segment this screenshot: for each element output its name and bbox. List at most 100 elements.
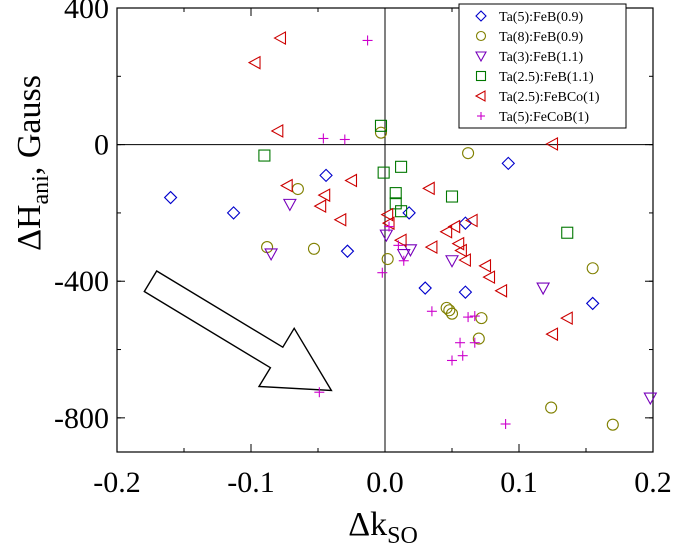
point-circle xyxy=(443,304,456,317)
point-square xyxy=(395,205,408,218)
point-triangle-left xyxy=(317,188,331,203)
point-plus xyxy=(463,312,474,323)
point-diamond xyxy=(402,206,416,220)
point-plus xyxy=(318,133,329,144)
point-diamond xyxy=(340,244,355,258)
x-axis-title: ΔkSO xyxy=(348,506,418,549)
legend-marker xyxy=(474,90,486,102)
point-plus xyxy=(455,337,466,348)
point-triangle-left xyxy=(422,181,435,196)
point-diamond xyxy=(585,296,600,311)
point-square xyxy=(374,119,388,132)
series-6 xyxy=(314,35,511,429)
legend-label: Ta(2.5):FeB(1.1) xyxy=(499,70,594,85)
point-triangle-down xyxy=(403,244,418,257)
point-square xyxy=(389,187,402,200)
point-circle xyxy=(381,252,394,266)
y-tick-label: -400 xyxy=(54,265,109,298)
legend-marker xyxy=(477,112,485,120)
x-tick-label: 0.0 xyxy=(366,466,404,499)
point-diamond xyxy=(418,281,432,295)
point-plus xyxy=(362,35,373,46)
point-triangle-down xyxy=(536,282,551,296)
point-triangle-left xyxy=(333,212,347,227)
point-circle xyxy=(445,307,459,320)
point-triangle-left xyxy=(393,233,407,248)
point-diamond xyxy=(458,285,473,299)
point-triangle-down xyxy=(396,249,411,262)
point-triangle-left xyxy=(560,311,573,326)
point-circle xyxy=(475,312,488,325)
point-triangle-left xyxy=(545,137,559,151)
point-circle xyxy=(307,242,321,255)
legend-label: Ta(8):FeB(0.9) xyxy=(499,30,584,45)
point-square xyxy=(445,190,459,203)
series-3 xyxy=(264,198,658,406)
point-plus xyxy=(393,240,404,251)
point-triangle-left xyxy=(464,213,478,228)
point-circle xyxy=(261,241,274,254)
point-plus xyxy=(398,255,409,266)
legend: Ta(5):FeB(0.9) Ta(8):FeB(0.9) Ta(3):FeB(1.… xyxy=(458,3,627,129)
legend-box xyxy=(458,3,627,129)
legend-marker xyxy=(475,30,487,42)
point-triangle-left xyxy=(313,199,327,214)
point-square xyxy=(395,160,408,173)
point-triangle-left xyxy=(280,178,293,193)
point-square xyxy=(561,226,574,239)
point-diamond xyxy=(163,190,178,205)
point-plus xyxy=(447,355,457,366)
legend-marker xyxy=(475,51,487,63)
point-triangle-left xyxy=(439,224,453,239)
point-circle xyxy=(462,147,475,160)
x-tick-label: -0.2 xyxy=(93,466,141,499)
x-tick-label: 0.1 xyxy=(500,466,538,499)
point-circle xyxy=(472,332,485,345)
point-plus xyxy=(339,134,350,145)
point-square xyxy=(258,149,271,162)
point-circle xyxy=(291,182,304,196)
point-triangle-left xyxy=(424,240,438,255)
point-triangle-left xyxy=(447,219,461,234)
point-square xyxy=(377,166,390,179)
legend-label: Ta(3):FeB(1.1) xyxy=(499,50,584,65)
point-diamond xyxy=(319,168,333,183)
point-triangle-left xyxy=(545,327,559,342)
point-triangle-down xyxy=(282,198,297,212)
point-triangle-left xyxy=(458,253,471,267)
series-1 xyxy=(163,156,600,311)
tick-labels: -0.2 -0.1 0.0 0.1 0.2 -800 -400 0 400 xyxy=(54,0,672,499)
point-triangle-down xyxy=(379,229,394,243)
point-plus xyxy=(384,221,395,232)
point-triangle-left xyxy=(247,55,261,70)
point-circle xyxy=(586,262,599,275)
legend-label: Ta(5):FeCoB(1) xyxy=(499,110,589,125)
point-diamond xyxy=(501,156,516,171)
series-2 xyxy=(261,126,619,431)
arrow-shape xyxy=(143,270,333,392)
point-diamond xyxy=(226,206,241,220)
y-axis-title: ΔHani, Gauss xyxy=(11,75,54,251)
point-triangle-left xyxy=(380,207,394,222)
trend-arrow xyxy=(143,270,333,392)
point-triangle-down xyxy=(643,392,658,406)
point-triangle-left xyxy=(494,283,508,298)
legend-marker xyxy=(475,10,487,22)
point-triangle-left xyxy=(454,243,467,258)
point-triangle-down xyxy=(264,248,279,262)
point-plus xyxy=(469,311,480,322)
legend-label: Ta(2.5):FeBCo(1) xyxy=(499,90,600,105)
x-tick-label: -0.1 xyxy=(227,466,275,499)
point-circle xyxy=(606,418,619,431)
point-circle xyxy=(374,126,388,139)
point-plus xyxy=(469,337,480,348)
x-tick-label: 0.2 xyxy=(634,466,672,499)
point-plus xyxy=(457,350,468,361)
point-triangle-left xyxy=(451,236,465,251)
legend-label: Ta(5):FeB(0.9) xyxy=(499,10,584,25)
y-tick-label: 0 xyxy=(94,129,109,162)
point-circle xyxy=(545,401,558,414)
data-points xyxy=(163,31,658,431)
point-triangle-left xyxy=(478,258,492,273)
